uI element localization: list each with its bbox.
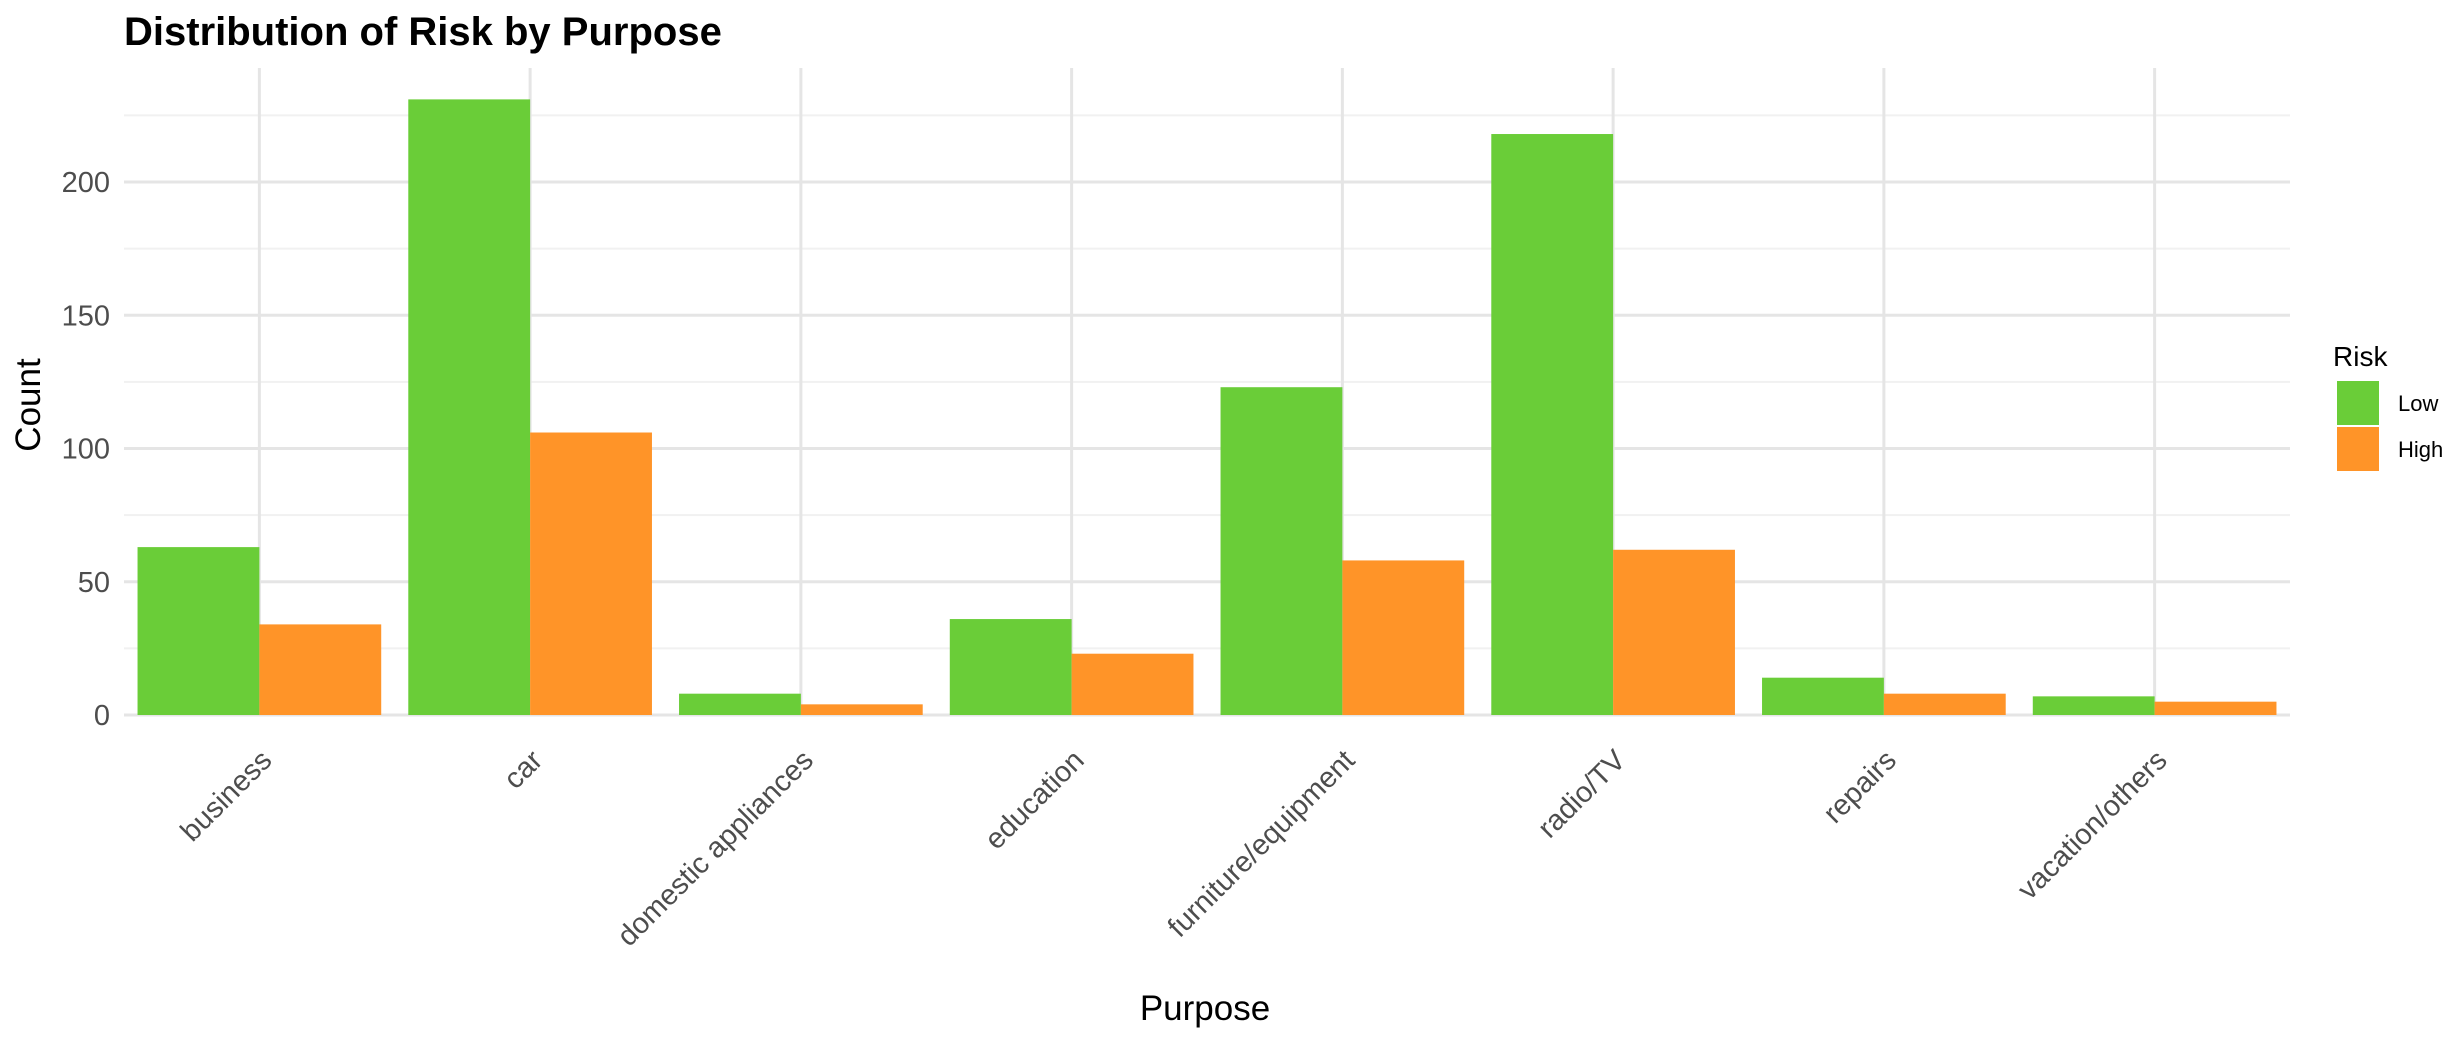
legend-key-low bbox=[2337, 381, 2379, 425]
x-tick-label: domestic appliances bbox=[611, 744, 819, 952]
bar-low bbox=[1762, 677, 1884, 715]
legend-title: Risk bbox=[2333, 341, 2388, 372]
x-axis-ticks: business car domestic appliances education f… bbox=[175, 744, 2174, 953]
y-axis-ticks: 0 50 100 150 200 bbox=[62, 167, 110, 732]
y-tick-label: 100 bbox=[62, 434, 110, 466]
bar-low bbox=[949, 619, 1072, 715]
bar-high bbox=[800, 704, 923, 715]
bar-low bbox=[1220, 387, 1343, 715]
y-tick-label: 150 bbox=[62, 300, 110, 332]
bar-low bbox=[679, 693, 801, 715]
x-axis-title: Purpose bbox=[1140, 989, 1270, 1028]
y-tick-label: 50 bbox=[78, 567, 110, 599]
legend-label-low: Low bbox=[2398, 391, 2438, 416]
bar-high bbox=[1071, 653, 1194, 715]
x-tick-label: education bbox=[979, 744, 1091, 856]
legend-key-high bbox=[2337, 427, 2379, 471]
bar-low bbox=[137, 547, 260, 715]
legend-label-high: High bbox=[2398, 437, 2443, 462]
chart-title: Distribution of Risk by Purpose bbox=[124, 10, 722, 54]
x-tick-label: business bbox=[175, 744, 279, 848]
x-tick-label: vacation/others bbox=[2012, 744, 2174, 906]
bar-high bbox=[1342, 560, 1465, 715]
x-tick-label: radio/TV bbox=[1532, 744, 1633, 845]
bar-high bbox=[1613, 549, 1735, 715]
bar-high bbox=[530, 432, 652, 715]
bar-high bbox=[259, 624, 382, 715]
bar-low bbox=[1491, 134, 1614, 715]
y-tick-label: 200 bbox=[62, 167, 110, 199]
x-tick-label: furniture/equipment bbox=[1162, 744, 1361, 943]
bar-high bbox=[1883, 693, 2006, 715]
bars bbox=[137, 99, 2277, 715]
bar-high bbox=[2154, 701, 2277, 715]
y-axis-title: Count bbox=[9, 358, 48, 452]
bar-low bbox=[2032, 696, 2155, 715]
x-tick-label: repairs bbox=[1818, 744, 1903, 829]
legend: Risk Low High bbox=[2333, 341, 2443, 471]
y-tick-label: 0 bbox=[94, 700, 110, 732]
x-tick-label: car bbox=[498, 744, 549, 795]
bar-low bbox=[408, 99, 531, 715]
